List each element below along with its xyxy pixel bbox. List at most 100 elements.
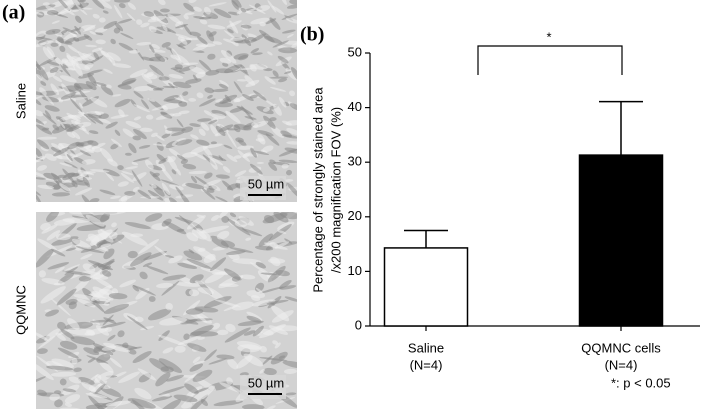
texture bbox=[62, 388, 77, 393]
texture bbox=[77, 170, 83, 177]
texture bbox=[120, 196, 128, 202]
texture bbox=[36, 30, 47, 38]
texture bbox=[82, 176, 90, 188]
texture bbox=[39, 87, 47, 96]
texture bbox=[124, 191, 136, 196]
texture bbox=[246, 8, 257, 13]
texture bbox=[183, 333, 190, 341]
y-tick-label: 50 bbox=[348, 44, 362, 59]
texture bbox=[163, 220, 187, 235]
significance-note: *: p < 0.05 bbox=[611, 375, 671, 390]
texture bbox=[206, 30, 215, 42]
texture bbox=[124, 222, 151, 230]
texture bbox=[253, 90, 267, 101]
texture bbox=[73, 278, 90, 293]
texture bbox=[85, 214, 105, 227]
texture bbox=[279, 97, 287, 108]
texture bbox=[70, 336, 96, 346]
texture bbox=[51, 358, 74, 369]
texture bbox=[151, 43, 161, 50]
texture bbox=[176, 44, 186, 50]
texture bbox=[209, 158, 218, 170]
x-tick-label: Saline bbox=[408, 340, 444, 355]
texture bbox=[36, 147, 43, 158]
texture bbox=[59, 340, 78, 350]
texture bbox=[282, 360, 297, 369]
texture bbox=[229, 107, 244, 113]
texture bbox=[224, 94, 232, 103]
texture bbox=[173, 394, 198, 403]
bar bbox=[383, 247, 469, 327]
texture bbox=[36, 170, 47, 178]
texture bbox=[174, 345, 186, 353]
texture bbox=[231, 301, 254, 311]
texture bbox=[204, 87, 215, 94]
texture bbox=[246, 315, 262, 323]
texture bbox=[218, 124, 234, 132]
texture bbox=[85, 115, 97, 124]
texture bbox=[185, 182, 205, 190]
texture bbox=[38, 335, 56, 349]
texture bbox=[250, 63, 268, 70]
texture bbox=[218, 155, 224, 161]
texture bbox=[36, 177, 46, 180]
texture bbox=[89, 31, 97, 35]
texture bbox=[75, 4, 88, 16]
texture bbox=[238, 216, 254, 226]
texture bbox=[272, 70, 279, 78]
texture bbox=[207, 53, 216, 60]
texture bbox=[259, 29, 275, 43]
texture bbox=[237, 344, 261, 353]
texture bbox=[76, 224, 107, 231]
texture bbox=[233, 81, 243, 94]
texture bbox=[204, 349, 217, 362]
texture bbox=[138, 144, 151, 149]
texture bbox=[113, 0, 131, 3]
texture bbox=[131, 170, 143, 187]
texture bbox=[103, 68, 113, 74]
texture bbox=[73, 114, 84, 118]
texture bbox=[74, 83, 93, 90]
texture bbox=[240, 24, 252, 29]
texture bbox=[73, 367, 82, 372]
texture bbox=[161, 182, 171, 196]
texture bbox=[134, 316, 144, 322]
texture bbox=[117, 181, 129, 187]
texture bbox=[162, 105, 168, 111]
texture bbox=[271, 126, 285, 138]
texture bbox=[226, 131, 237, 148]
texture bbox=[229, 212, 237, 218]
texture bbox=[99, 189, 116, 196]
texture bbox=[284, 40, 297, 45]
texture bbox=[257, 134, 266, 145]
panel-label: (b) bbox=[300, 24, 324, 46]
texture bbox=[105, 84, 112, 89]
texture bbox=[132, 157, 150, 162]
texture bbox=[49, 393, 60, 401]
texture bbox=[114, 98, 131, 108]
texture bbox=[270, 351, 288, 365]
texture bbox=[192, 356, 201, 364]
texture bbox=[250, 147, 257, 158]
texture bbox=[133, 116, 142, 121]
texture bbox=[289, 0, 297, 5]
texture bbox=[196, 139, 210, 146]
texture bbox=[136, 41, 152, 46]
texture bbox=[268, 258, 286, 264]
texture bbox=[141, 99, 149, 110]
texture bbox=[211, 214, 220, 221]
texture bbox=[166, 374, 184, 382]
texture bbox=[200, 398, 208, 407]
texture bbox=[203, 296, 232, 308]
texture bbox=[72, 96, 88, 100]
texture bbox=[66, 131, 76, 139]
texture bbox=[44, 328, 61, 342]
texture bbox=[71, 59, 83, 77]
texture bbox=[162, 347, 174, 354]
texture bbox=[178, 101, 188, 107]
texture bbox=[82, 52, 96, 61]
texture bbox=[214, 102, 233, 108]
texture bbox=[278, 279, 292, 290]
texture bbox=[193, 6, 202, 12]
texture bbox=[36, 189, 42, 196]
